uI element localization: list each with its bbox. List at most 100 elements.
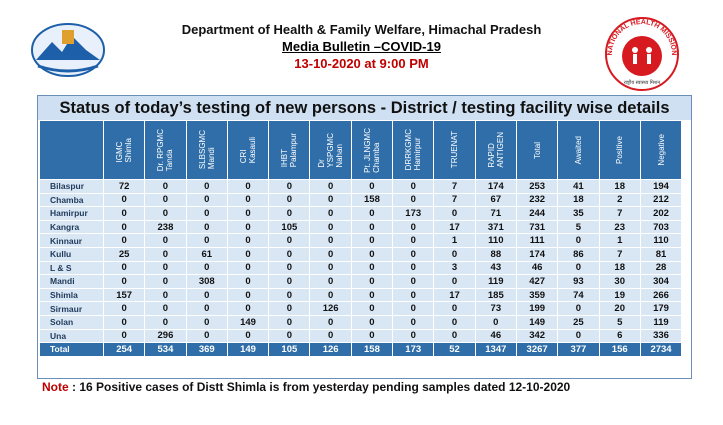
cell: 0 <box>102 301 146 316</box>
row-label: Una <box>39 328 104 344</box>
cell: 0 <box>350 328 394 344</box>
hp-emblem <box>31 23 105 77</box>
cell: 174 <box>515 246 559 262</box>
cell: 0 <box>350 301 394 316</box>
column-header: SLBSGMC Mandi <box>185 120 228 180</box>
cell: 0 <box>268 274 311 289</box>
cell: 342 <box>515 328 559 344</box>
cell: 7 <box>598 246 641 262</box>
table: IGMC Shimla Dr. RPGMC Tanda SLBSGMC Mandi C… <box>39 120 683 357</box>
cell: 266 <box>639 287 683 303</box>
cell: 0 <box>185 219 228 235</box>
cell: 199 <box>515 301 559 316</box>
column-header: IHBT Palampur <box>268 120 311 180</box>
cell: 71 <box>474 206 517 221</box>
cell: 244 <box>515 206 559 221</box>
cell: 0 <box>226 179 270 194</box>
cell: 731 <box>515 219 559 235</box>
column-header: Awaited <box>557 120 600 180</box>
cell: 0 <box>309 328 352 344</box>
column-header-text: RAPID ANTIGEN <box>486 132 505 168</box>
cell: 1347 <box>474 342 517 357</box>
note-text: : 16 Positive cases of Distt Shimla is f… <box>72 380 571 394</box>
date: 13-10-2020 at 9:00 PM <box>294 56 429 71</box>
cell: 0 <box>144 233 187 248</box>
cell: 232 <box>515 192 559 208</box>
cell: 158 <box>350 192 394 208</box>
cell: 93 <box>557 274 600 289</box>
cell: 72 <box>102 179 146 194</box>
cell: 0 <box>392 233 435 248</box>
column-header: Positive <box>598 120 641 180</box>
title: Department of Health & Family Welfare, H… <box>181 22 542 37</box>
cell: 20 <box>598 301 641 316</box>
cell: 88 <box>474 246 517 262</box>
cell: 0 <box>392 179 435 194</box>
cell: 149 <box>226 314 270 330</box>
row-label: L & S <box>39 260 104 276</box>
cell: 3 <box>433 260 476 276</box>
cell: 0 <box>144 246 187 262</box>
cell: 0 <box>102 192 146 208</box>
cell: 0 <box>350 314 394 330</box>
cell: 0 <box>185 192 228 208</box>
cell: 377 <box>557 342 600 357</box>
row: Total 254 534 369 149 105 126 158 173 52 1347 3267 3… <box>39 342 683 357</box>
cell: 0 <box>433 274 476 289</box>
cell: 0 <box>392 328 435 344</box>
cell: 105 <box>268 342 311 357</box>
cell: 296 <box>144 328 187 344</box>
cell: 0 <box>350 287 394 303</box>
cell: 52 <box>433 342 476 357</box>
cell: 0 <box>226 301 270 316</box>
cell: 0 <box>309 287 352 303</box>
cell: 0 <box>433 206 476 221</box>
cell: 304 <box>639 274 683 289</box>
cell: 359 <box>515 287 559 303</box>
note-label: Note <box>42 380 69 394</box>
column-header-text: SLBSGMC Mandi <box>197 130 216 170</box>
column-header-text: Dr. RPGMC Tanda <box>156 128 175 172</box>
cell: 0 <box>102 206 146 221</box>
column-header: Dr YSPGMC Nahan <box>309 120 352 180</box>
column-header-text: Awaited <box>573 135 583 165</box>
row-label: Solan <box>39 314 104 330</box>
cell: 126 <box>309 301 352 316</box>
row: Kangra 0 238 0 0 105 0 0 0 17 371 731 5 23 703 <box>39 219 683 235</box>
cell: 105 <box>268 219 311 235</box>
cell: 0 <box>392 219 435 235</box>
cell: 0 <box>392 192 435 208</box>
cell: 1 <box>433 233 476 248</box>
cell: 0 <box>350 274 394 289</box>
cell: 0 <box>474 314 517 330</box>
column-header: Total <box>515 120 559 180</box>
cell: 0 <box>392 301 435 316</box>
cell: 0 <box>557 260 600 276</box>
cell: 0 <box>433 328 476 344</box>
cell: 3267 <box>515 342 559 357</box>
cell: 25 <box>102 246 146 262</box>
cell: 212 <box>639 192 683 208</box>
cell: 0 <box>392 314 435 330</box>
cell: 158 <box>350 342 394 357</box>
cell: 46 <box>515 260 559 276</box>
cell: 0 <box>185 260 228 276</box>
row: Sirmaur 0 0 0 0 0 126 0 0 0 73 199 0 20 179 <box>39 301 683 316</box>
cell: 0 <box>433 246 476 262</box>
column-header-text: Positive <box>615 135 625 164</box>
cell: 0 <box>144 179 187 194</box>
column-header-text: IHBT Palampur <box>280 132 299 168</box>
cell: 0 <box>309 314 352 330</box>
column-header-text: Pt. JLNGMC Chamba <box>362 127 381 173</box>
cell: 0 <box>185 301 228 316</box>
note: Note : 16 Positive cases of Distt Shimla… <box>42 380 570 394</box>
cell: 173 <box>392 342 435 357</box>
cell: 174 <box>474 179 517 194</box>
cell: 0 <box>392 260 435 276</box>
column-header: IGMC Shimla <box>102 120 146 180</box>
row-label: Kangra <box>39 219 104 235</box>
cell: 0 <box>309 192 352 208</box>
cell: 238 <box>144 219 187 235</box>
row: Kinnaur 0 0 0 0 0 0 0 0 1 110 111 0 1 110 <box>39 233 683 248</box>
